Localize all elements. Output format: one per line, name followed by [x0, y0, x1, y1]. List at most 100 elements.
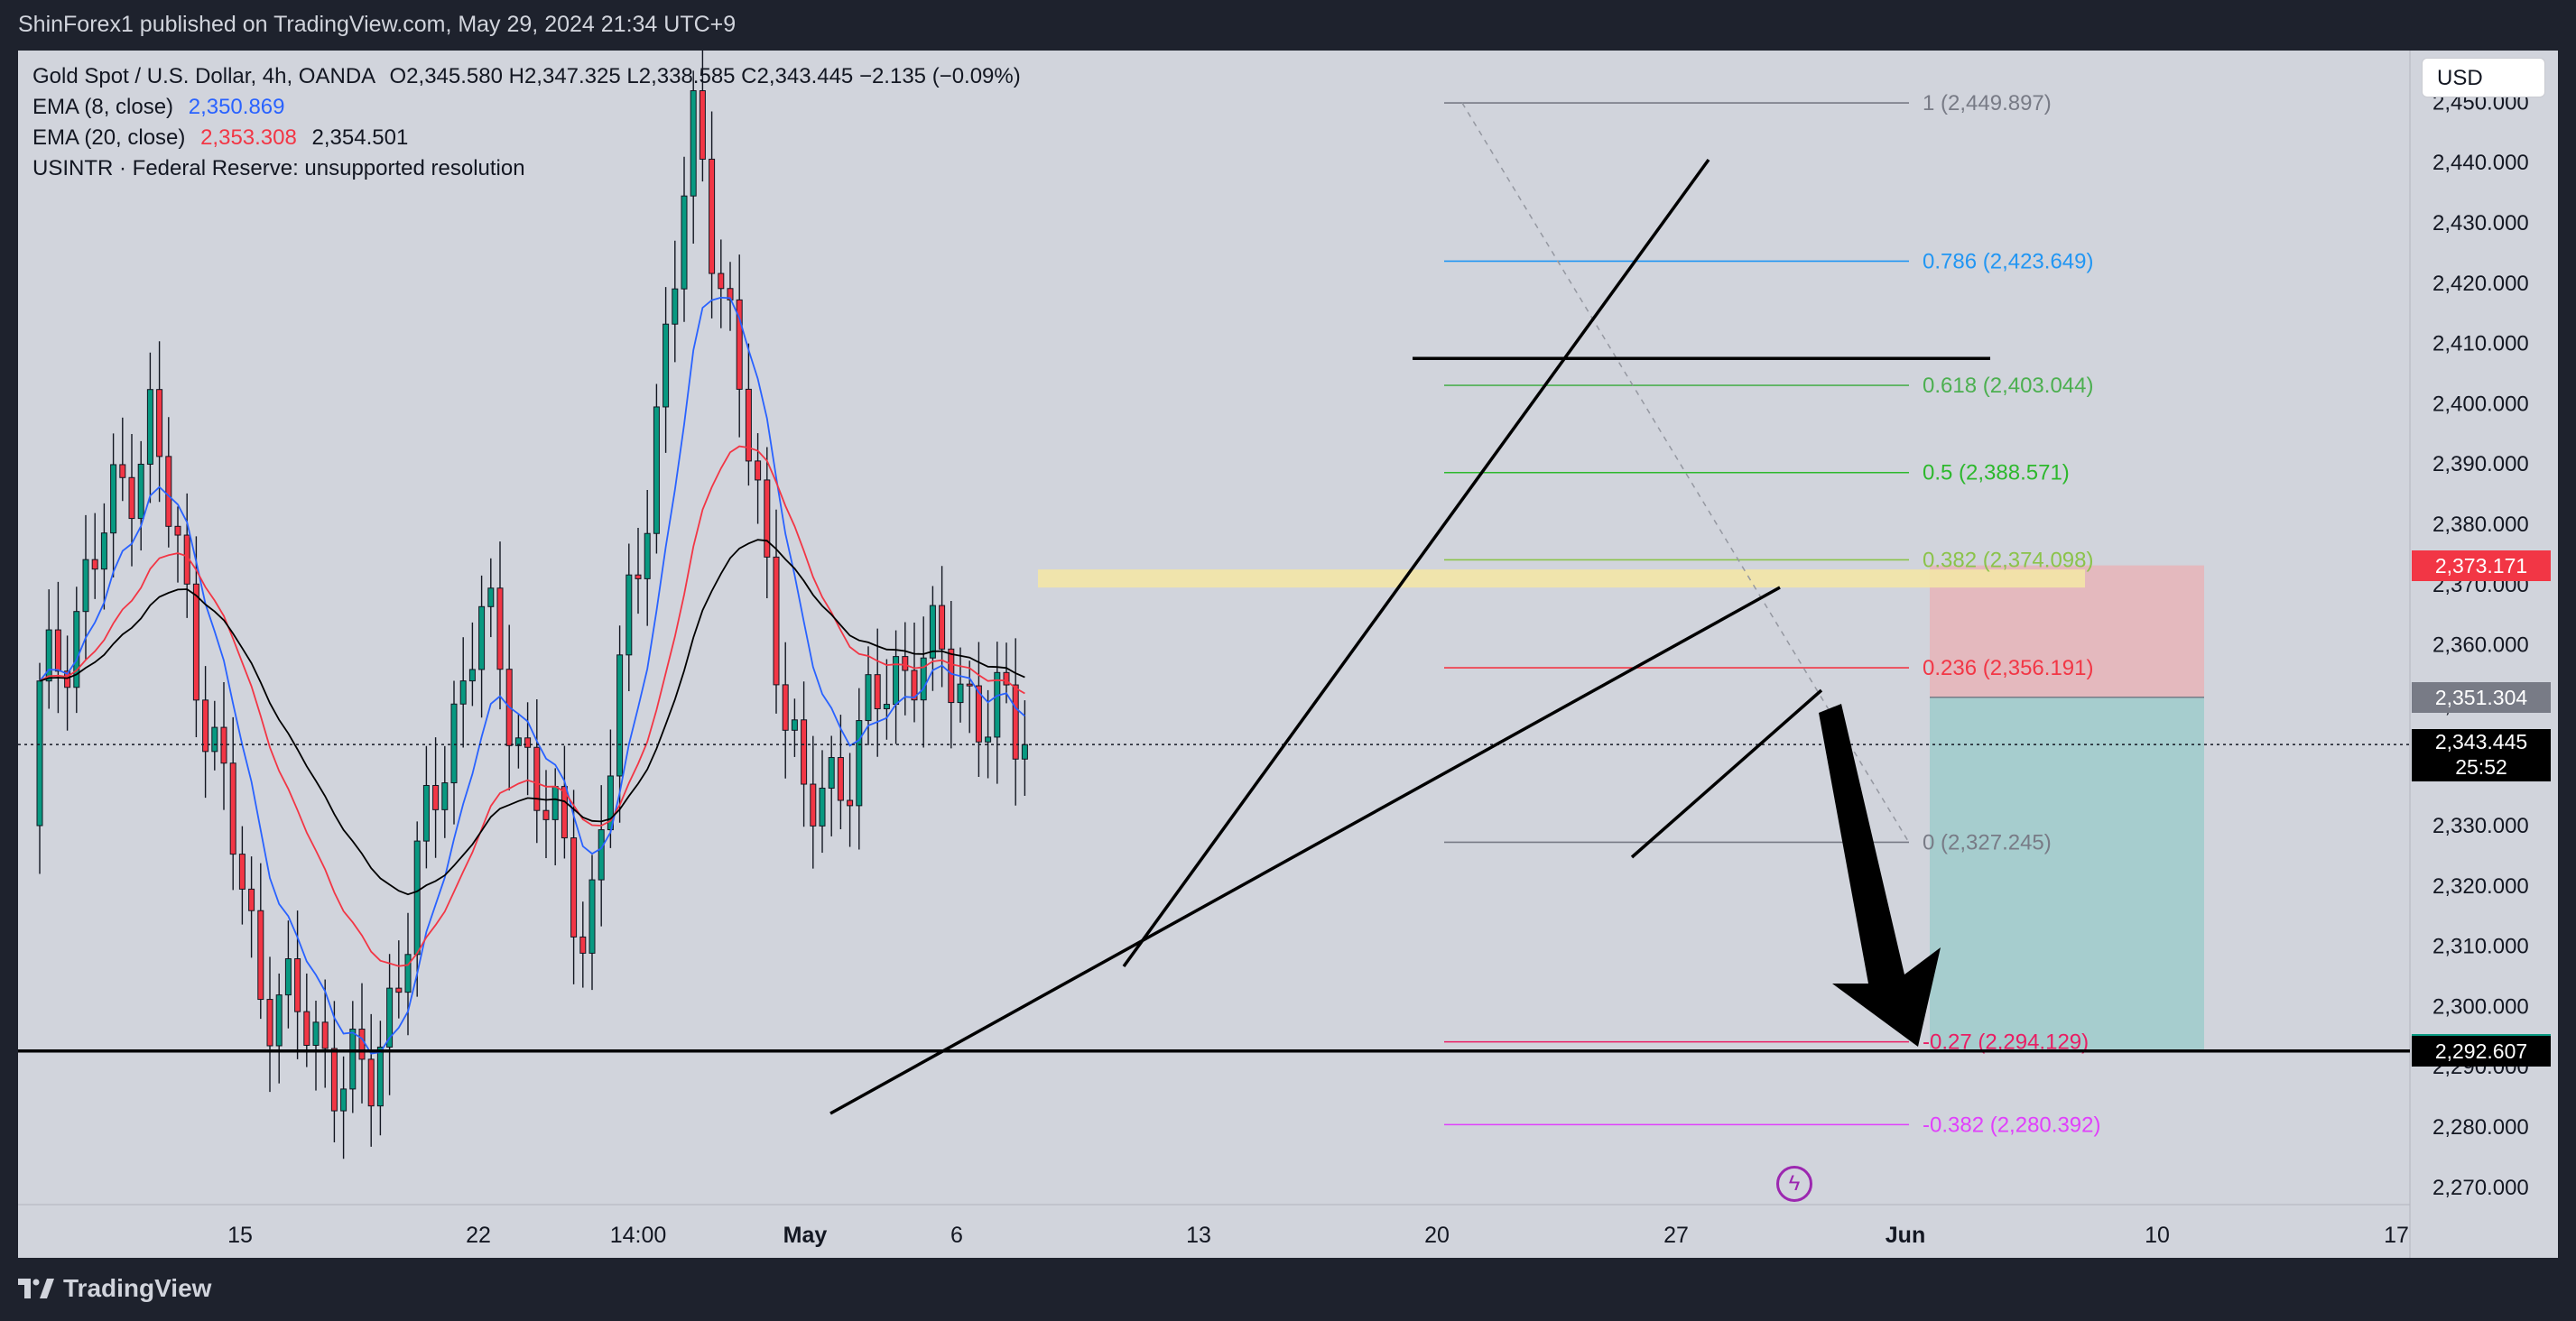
candle-body: [156, 389, 163, 457]
time-axis-label: 15: [227, 1223, 253, 1248]
price-chart[interactable]: 1 (2,449.897) 0.786 (2,423.649) 0.618 (2,4…: [18, 51, 2558, 1258]
candle-body: [588, 879, 596, 954]
candle-body: [920, 657, 927, 701]
usintr-label[interactable]: USINTR · Federal Reserve: unsupported re…: [32, 156, 525, 180]
price-tag: 2,351.304: [2412, 681, 2551, 713]
candle-body: [533, 746, 541, 811]
brand-name: TradingView: [63, 1274, 212, 1302]
candle-body: [450, 703, 458, 784]
fib-level-label: 0.236 (2,356.191): [1923, 656, 2093, 680]
symbol-title[interactable]: Gold Spot / U.S. Dollar, 4h, OANDA: [32, 64, 375, 88]
candle-body: [45, 629, 52, 682]
candle-body: [257, 910, 264, 1001]
candle-body: [810, 783, 817, 827]
ema8-row: EMA (8, close) 2,350.869: [32, 92, 1021, 123]
candle-body: [616, 654, 624, 777]
candle-body: [137, 463, 144, 520]
price-axis-label: 2,430.000: [2432, 211, 2529, 236]
candle-body: [202, 699, 209, 753]
candle-body: [975, 685, 982, 743]
candle-body: [1021, 744, 1028, 760]
price-axis-label: 2,330.000: [2432, 814, 2529, 838]
candle-body: [441, 782, 449, 810]
usintr-row: USINTR · Federal Reserve: unsupported re…: [32, 153, 1021, 184]
price-axis-label: 2,410.000: [2432, 332, 2529, 356]
candle-body: [801, 719, 808, 785]
candle-body: [340, 1088, 347, 1112]
price-axis-label: 2,420.000: [2432, 272, 2529, 296]
symbol-row: Gold Spot / U.S. Dollar, 4h, OANDA O2,34…: [32, 61, 1021, 92]
price-tag: 2,373.171: [2412, 550, 2551, 581]
price-axis-label: 2,300.000: [2432, 994, 2529, 1019]
candle-body: [303, 1011, 310, 1046]
candle-body: [367, 1058, 375, 1107]
candle-body: [663, 323, 670, 408]
candle-body: [865, 674, 872, 722]
chart-frame[interactable]: 1 (2,449.897) 0.786 (2,423.649) 0.618 (2,4…: [18, 51, 2558, 1258]
candle-body: [64, 670, 71, 688]
candle-body: [36, 680, 43, 827]
candle-body: [294, 958, 301, 1012]
ema8-value: 2,350.869: [188, 95, 285, 119]
candle-body: [266, 999, 273, 1047]
currency-button[interactable]: USD: [2422, 58, 2545, 97]
ema8-label[interactable]: EMA (8, close): [32, 95, 174, 119]
price-axis-label: 2,400.000: [2432, 392, 2529, 416]
price-axis-label: 2,360.000: [2432, 633, 2529, 658]
candle-body: [856, 720, 863, 807]
price-axis-label: 2,310.000: [2432, 935, 2529, 959]
ema20-value-2: 2,354.501: [311, 125, 409, 150]
candle-body: [91, 559, 98, 570]
candle-body: [229, 762, 236, 855]
price-tag: 2,292.607: [2412, 1035, 2551, 1067]
event-bolt-icon[interactable]: ϟ: [1776, 1166, 1812, 1202]
candle-body: [349, 1029, 357, 1090]
candle-body: [551, 786, 559, 820]
ema20-label[interactable]: EMA (20, close): [32, 125, 186, 150]
candle-body: [837, 757, 844, 801]
candle-body: [422, 784, 430, 842]
candle-body: [514, 737, 522, 746]
fib-level-label: 0.786 (2,423.649): [1923, 249, 2093, 273]
candle-body: [994, 671, 1001, 738]
candle-body: [312, 1021, 320, 1046]
candle-body: [146, 389, 153, 465]
candle-body: [211, 726, 218, 753]
fib-level-label: 1 (2,449.897): [1923, 91, 2052, 115]
candle-body: [690, 90, 697, 197]
candle-body: [773, 556, 780, 686]
price-axis-label: 2,280.000: [2432, 1115, 2529, 1140]
candle-body: [238, 854, 246, 890]
candle-body: [653, 406, 660, 534]
candle-body: [459, 680, 467, 705]
candle-body: [782, 684, 789, 731]
candle-body: [330, 1048, 338, 1112]
candle-body: [119, 464, 126, 478]
fib-level-label: 0.382 (2,374.098): [1923, 548, 2093, 572]
candle-body: [764, 479, 771, 558]
candle-body: [847, 799, 854, 807]
candle-body: [542, 809, 550, 820]
candle-body: [939, 605, 946, 650]
candle-body: [321, 1021, 329, 1049]
candle-body: [681, 195, 688, 290]
tradingview-logo[interactable]: TradingView: [18, 1274, 211, 1303]
price-axis-label: 2,440.000: [2432, 151, 2529, 175]
candle-body: [745, 388, 752, 462]
time-axis-label: 6: [950, 1223, 963, 1248]
take-profit-zone: [1930, 697, 2204, 1049]
candle-body: [699, 90, 706, 160]
price-axis-label: 2,320.000: [2432, 874, 2529, 899]
candle-body: [598, 829, 605, 881]
time-axis-label: 27: [1663, 1223, 1689, 1248]
ema20-row: EMA (20, close) 2,353.308 2,354.501: [32, 123, 1021, 153]
fib-level-label: 0 (2,327.245): [1923, 830, 2052, 854]
candle-body: [570, 837, 578, 938]
tv-logo-icon: [18, 1279, 54, 1298]
bar-countdown: 25:52: [2455, 755, 2507, 780]
candle-body: [284, 958, 292, 996]
price-tag: 2,343.445 25:52: [2412, 729, 2551, 782]
candle-body: [524, 737, 532, 748]
candle-body: [561, 786, 568, 839]
candle-body: [948, 648, 955, 704]
